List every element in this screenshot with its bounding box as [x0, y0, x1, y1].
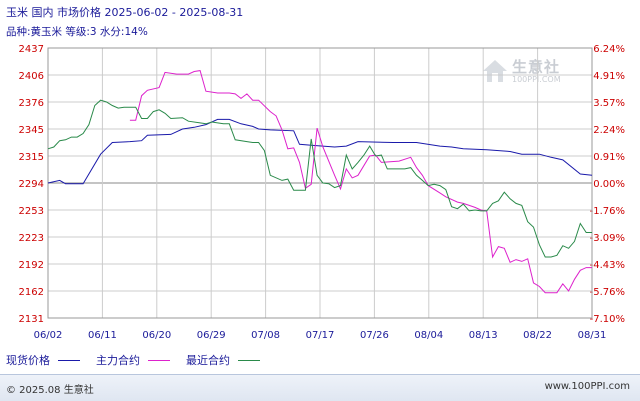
legend-item-main-contract: 主力合约: [96, 352, 170, 368]
series-line-latest-contract: [47, 99, 592, 258]
x-tick-label: 08/13: [469, 330, 498, 341]
y-left-tick-label: 2162: [19, 287, 44, 298]
chart-subtitle: 品种:黄玉米 等级:3 水分:14%: [6, 26, 148, 38]
watermark-url: 100PPI.COM: [512, 75, 561, 84]
y-right-tick-label: -7.10%: [590, 314, 625, 325]
watermark-logo: 生意社 100PPI.COM: [478, 54, 578, 88]
y-left-tick-label: 2192: [19, 260, 44, 271]
x-tick-label: 07/17: [306, 330, 335, 341]
y-right-tick-label: -4.43%: [590, 260, 625, 271]
x-tick-label: 06/29: [197, 330, 226, 341]
y-right-tick-label: -5.76%: [590, 287, 625, 298]
y-right-tick-label: 4.91%: [593, 71, 625, 82]
legend-swatch-main-contract: [148, 359, 170, 361]
x-tick-label: 07/08: [251, 330, 280, 341]
y-left-tick-label: 2437: [19, 44, 44, 55]
watermark-brand: 生意社: [512, 58, 561, 76]
y-left-tick-label: 2131: [19, 314, 44, 325]
legend-swatch-spot: [58, 359, 80, 361]
x-tick-label: 06/20: [142, 330, 171, 341]
y-right-tick-label: 6.24%: [593, 44, 625, 55]
y-right-tick-label: 0.00%: [593, 179, 625, 190]
legend-swatch-latest-contract: [238, 359, 260, 361]
y-right-tick-label: -3.09%: [590, 233, 625, 244]
y-left-tick-label: 2223: [19, 233, 44, 244]
y-right-tick-label: 3.57%: [593, 98, 625, 109]
legend-label-spot: 现货价格: [6, 354, 50, 367]
y-left-tick-label: 2294: [19, 179, 44, 190]
house-icon: [483, 60, 507, 82]
y-left-tick-label: 2376: [19, 98, 44, 109]
series-line-main-contract: [129, 70, 592, 294]
footer-copyright: © 2025.08 生意社: [6, 385, 94, 396]
x-tick-label: 06/11: [88, 330, 117, 341]
legend-label-latest-contract: 最近合约: [186, 354, 230, 367]
y-left-tick-label: 2253: [19, 206, 44, 217]
x-tick-label: 06/02: [34, 330, 63, 341]
x-tick-label: 08/22: [523, 330, 552, 341]
y-left-tick-label: 2345: [19, 125, 44, 136]
x-tick-label: 08/31: [578, 330, 607, 341]
x-tick-label: 07/26: [360, 330, 389, 341]
footer-bar: © 2025.08 生意社 www.100PPI.com: [0, 374, 640, 401]
chart-title: 玉米 国内 市场价格 2025-06-02 - 2025-08-31: [6, 6, 244, 19]
legend-label-main-contract: 主力合约: [96, 354, 140, 367]
y-right-tick-label: 0.91%: [593, 152, 625, 163]
x-tick-label: 08/04: [414, 330, 443, 341]
y-left-tick-label: 2406: [19, 71, 44, 82]
y-left-tick-label: 2315: [19, 152, 44, 163]
legend-item-spot: 现货价格: [6, 352, 80, 368]
legend-item-latest-contract: 最近合约: [186, 352, 260, 368]
y-right-tick-label: -1.76%: [590, 206, 625, 217]
chart-legend: 现货价格 主力合约 最近合约: [6, 353, 276, 367]
y-right-tick-label: 2.24%: [593, 125, 625, 136]
footer-site-link[interactable]: www.100PPI.com: [544, 381, 630, 392]
